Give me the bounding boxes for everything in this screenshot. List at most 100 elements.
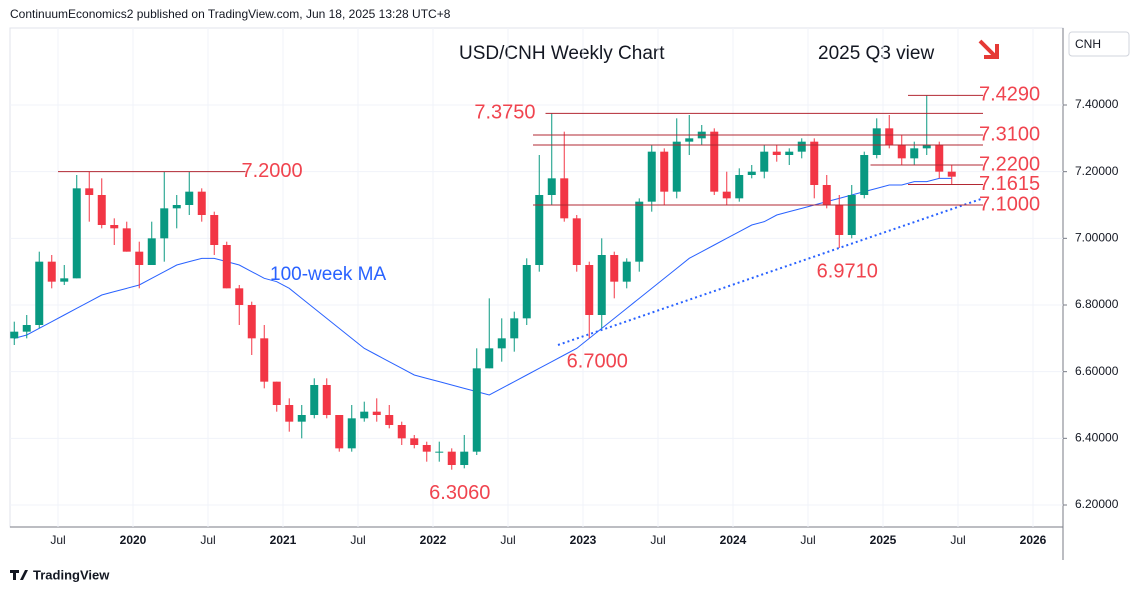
candle-body: [797, 141, 806, 152]
candle-body: [647, 151, 656, 202]
candle-body: [485, 348, 494, 369]
candle-body: [810, 141, 819, 185]
y-tick-label: 7.00000: [1075, 231, 1119, 245]
candle-body: [547, 178, 556, 195]
candle-body: [622, 261, 631, 282]
candle-body: [97, 195, 106, 225]
currency-box: [1068, 31, 1130, 57]
candle-body: [410, 438, 419, 445]
level-label: 7.3100: [979, 123, 1040, 145]
candle-body: [872, 128, 881, 155]
candle-body: [685, 138, 694, 142]
x-tick-label: Jul: [500, 533, 515, 547]
candle-body: [122, 228, 131, 252]
x-tick-label: 2025: [870, 533, 897, 547]
candle-body: [497, 338, 506, 349]
candle-body: [447, 451, 456, 465]
x-tick-label: 2023: [570, 533, 597, 547]
y-tick-label: 6.80000: [1075, 297, 1119, 311]
candle-body: [85, 188, 94, 195]
candle-body: [847, 195, 856, 235]
x-tick-label: Jul: [800, 533, 815, 547]
candle-body: [910, 148, 919, 159]
y-tick-label: 6.20000: [1075, 497, 1119, 511]
candle-body: [210, 215, 219, 245]
candle-body: [947, 171, 956, 177]
arrow-icon: [978, 39, 999, 59]
candle-body: [735, 175, 744, 199]
candle-body: [285, 405, 294, 422]
trendline: [557, 197, 984, 346]
x-tick-label: Jul: [650, 533, 665, 547]
low-label: 6.9710: [817, 260, 878, 282]
candle-body: [10, 331, 19, 339]
candle-body: [72, 188, 81, 279]
level-label: 7.4290: [979, 84, 1040, 106]
candle-body: [297, 415, 306, 422]
candle-body: [397, 425, 406, 439]
candle-body: [22, 325, 31, 332]
candle-body: [272, 381, 281, 405]
candle-body: [435, 451, 444, 453]
chart-title: USD/CNH Weekly Chart: [459, 43, 665, 64]
candle-body: [160, 208, 169, 239]
candle-body: [310, 385, 319, 415]
candle-body: [60, 278, 69, 282]
y-tick-label: 6.40000: [1075, 431, 1119, 445]
candle-body: [235, 288, 244, 305]
y-tick-label: 7.40000: [1075, 97, 1119, 111]
candle-body: [185, 191, 194, 205]
candle-body: [710, 131, 719, 192]
x-tick-label: 2020: [120, 533, 147, 547]
low-label: 6.3060: [429, 482, 490, 504]
y-tick-label: 6.60000: [1075, 364, 1119, 378]
plot-frame: [9, 27, 1064, 528]
candle-body: [835, 205, 844, 235]
level-label: 7.2000: [242, 160, 303, 182]
level-label: 7.1000: [979, 193, 1040, 215]
ma-label: 100-week MA: [270, 264, 386, 285]
candle-body: [135, 251, 144, 265]
candle-body: [222, 245, 231, 289]
candle-body: [522, 265, 531, 319]
candle-body: [585, 265, 594, 315]
candle-body: [535, 195, 544, 265]
candle-body: [197, 191, 206, 215]
candle-body: [322, 385, 331, 415]
candle-body: [885, 128, 894, 145]
candle-body: [822, 185, 831, 205]
candle-body: [347, 418, 356, 449]
x-tick-label: 2026: [1020, 533, 1047, 547]
candle-body: [472, 368, 481, 452]
candle-body: [935, 145, 944, 172]
x-tick-label: Jul: [950, 533, 965, 547]
candle-body: [772, 151, 781, 155]
candle-body: [147, 238, 156, 265]
candle-body: [635, 201, 644, 262]
candle-body: [510, 318, 519, 339]
level-label: 7.1615: [979, 173, 1040, 195]
candle-body: [572, 218, 581, 265]
x-tick-label: 2021: [270, 533, 297, 547]
candle-body: [610, 255, 619, 282]
y-tick-label: 7.20000: [1075, 164, 1119, 178]
chart-subtitle: 2025 Q3 view: [818, 43, 934, 64]
x-tick-label: Jul: [50, 533, 65, 547]
y-label: CNH: [1075, 37, 1101, 51]
moving-average: [14, 177, 952, 396]
candle-body: [385, 415, 394, 425]
level-label: 7.2200: [979, 153, 1040, 175]
low-label: 6.7000: [567, 351, 628, 373]
candle-body: [335, 415, 344, 449]
candle-body: [360, 411, 369, 419]
x-tick-label: Jul: [350, 533, 365, 547]
candle-body: [372, 411, 381, 415]
candle-body: [110, 225, 119, 229]
candle-body: [860, 155, 869, 195]
candle-body: [247, 305, 256, 339]
candle-body: [785, 151, 794, 155]
candle-body: [260, 338, 269, 382]
candle-body: [660, 151, 669, 192]
candle-body: [597, 255, 606, 315]
